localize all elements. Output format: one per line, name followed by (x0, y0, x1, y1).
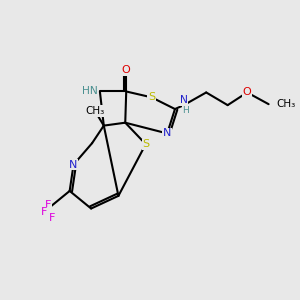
Text: S: S (148, 92, 155, 102)
Text: CH₃: CH₃ (276, 99, 296, 109)
Text: O: O (122, 65, 130, 75)
Text: F: F (45, 200, 51, 210)
Text: HN: HN (82, 86, 98, 97)
Text: N: N (163, 128, 171, 138)
Text: F: F (49, 213, 55, 223)
Text: S: S (142, 139, 149, 149)
Text: F: F (41, 207, 47, 218)
Text: H: H (182, 106, 189, 115)
Text: CH₃: CH₃ (85, 106, 105, 116)
Text: N: N (180, 95, 188, 105)
Text: O: O (243, 88, 251, 98)
Text: N: N (69, 160, 78, 170)
